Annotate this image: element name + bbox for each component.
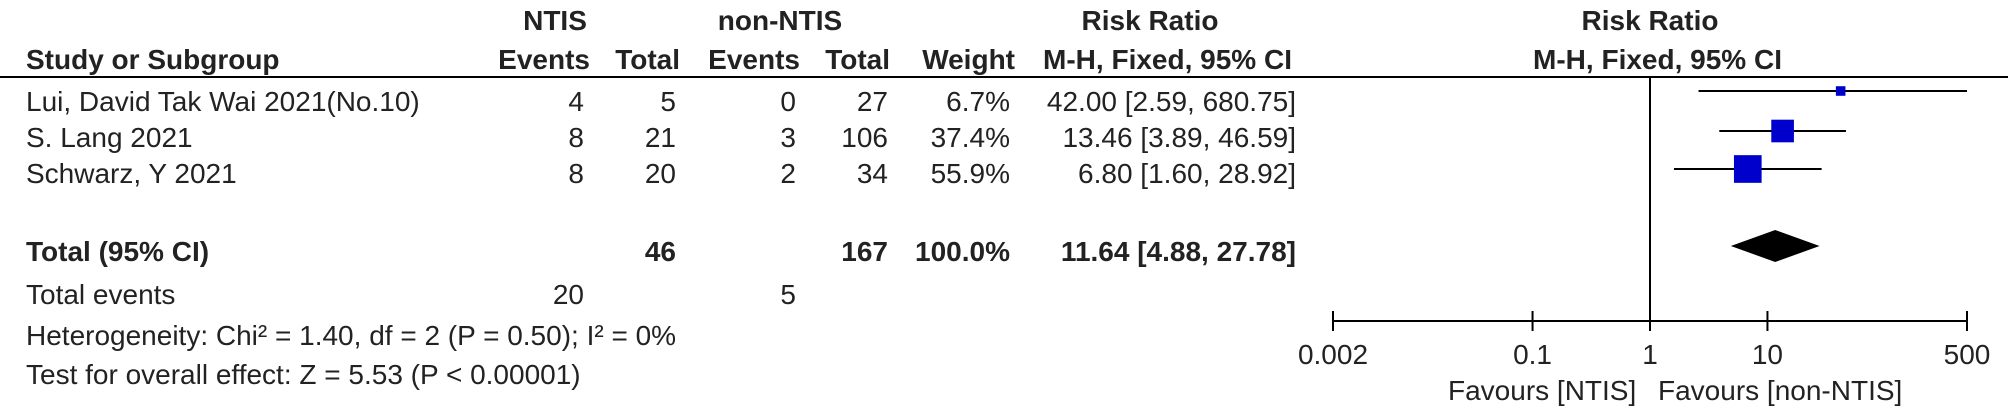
events-label: Total events (26, 279, 176, 310)
favours-left-label: Favours [NTIS] (1448, 375, 1637, 406)
events2-column-header: Events (708, 44, 800, 75)
events1-sum: 20 (552, 279, 584, 310)
axis-tick-label: 1 (1642, 339, 1658, 370)
events1-column-header: Events (498, 44, 590, 75)
events2-value: 2 (780, 158, 796, 189)
total2-value: 34 (856, 158, 888, 189)
total-label: Total (95% CI) (26, 236, 210, 267)
weight-column-header: Weight (922, 44, 1015, 75)
total2-column-header: Total (825, 44, 890, 75)
header-divider (0, 76, 2008, 78)
events2-sum: 5 (780, 279, 796, 310)
weight-value: 55.9% (930, 158, 1010, 189)
study-name: S. Lang 2021 (26, 122, 193, 153)
total1-value: 20 (644, 158, 676, 189)
events1-value: 4 (568, 86, 584, 117)
total-ci-text: 11.64 [4.88, 27.78] (1060, 236, 1296, 267)
study-marker (1733, 155, 1762, 183)
axis-tick-label: 500 (1944, 339, 1991, 370)
ci-text: 6.80 [1.60, 28.92] (1078, 158, 1296, 189)
total1-value: 5 (660, 86, 676, 117)
ci-text: 42.00 [2.59, 680.75] (1046, 86, 1296, 117)
axis-tick-label: 10 (1752, 339, 1783, 370)
ci-text: 13.46 [3.89, 46.59] (1062, 122, 1296, 153)
events2-value: 0 (780, 86, 796, 117)
heterogeneity-text: Heterogeneity: Chi² = 1.40, df = 2 (P = … (26, 320, 677, 351)
method-plot-header: M-H, Fixed, 95% CI (1533, 44, 1782, 75)
study-marker (1835, 86, 1846, 96)
pooled-diamond (1730, 230, 1820, 262)
events1-value: 8 (568, 158, 584, 189)
group1-header: NTIS (523, 5, 587, 36)
axis-tick-label: 0.002 (1298, 339, 1368, 370)
events1-value: 8 (568, 122, 584, 153)
study-name: Schwarz, Y 2021 (26, 158, 237, 189)
overall-effect-text: Test for overall effect: Z = 5.53 (P < 0… (26, 359, 581, 390)
total1-sum: 46 (644, 236, 676, 267)
weight-value: 6.7% (946, 86, 1010, 117)
axis-tick-label: 0.1 (1513, 339, 1552, 370)
total1-value: 21 (644, 122, 676, 153)
study-column-header: Study or Subgroup (26, 44, 280, 75)
events2-value: 3 (780, 122, 796, 153)
method-column-header: M-H, Fixed, 95% CI (1043, 44, 1292, 75)
favours-right-label: Favours [non-NTIS] (1658, 375, 1903, 406)
weight-value: 37.4% (930, 122, 1010, 153)
risk-ratio-plot-header: Risk Ratio (1581, 5, 1719, 36)
study-name: Lui, David Tak Wai 2021(No.10) (26, 86, 420, 117)
study-marker (1771, 119, 1794, 143)
total2-value: 27 (856, 86, 888, 117)
risk-ratio-header: Risk Ratio (1081, 5, 1219, 36)
total1-column-header: Total (615, 44, 680, 75)
total2-value: 106 (841, 122, 888, 153)
total-weight: 100.0% (915, 236, 1010, 267)
total2-sum: 167 (841, 236, 888, 267)
group2-header: non-NTIS (717, 5, 843, 36)
